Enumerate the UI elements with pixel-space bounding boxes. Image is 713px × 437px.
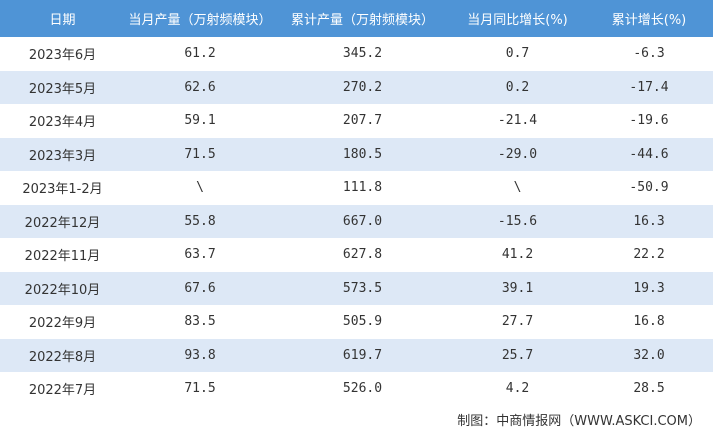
value-cell: 83.5 [184, 314, 216, 330]
value-cell: 4.2 [505, 381, 530, 397]
value-cell: 16.3 [585, 204, 713, 238]
value-cell: 93.8 [125, 338, 275, 372]
date-cell: 2022年11月 [24, 249, 101, 265]
date-cell: 2022年9月 [28, 316, 97, 332]
date-cell: 2022年7月 [28, 383, 97, 399]
value-cell: 573.5 [275, 271, 450, 305]
date-cell: 2022年10月 [0, 271, 125, 305]
value-cell: -6.3 [633, 46, 665, 62]
table-row: 2022年12月 55.8 667.0 -15.6 16.3 [0, 204, 713, 238]
table-row: 2023年6月 61.2 345.2 0.7 -6.3 [0, 37, 713, 71]
header-cell: 当月同比增长(%) [450, 0, 585, 37]
header-cell: 日期 [0, 0, 125, 37]
table-row: 2022年7月 71.5 526.0 4.2 28.5 [0, 372, 713, 406]
value-cell: 180.5 [275, 137, 450, 171]
value-cell: -15.6 [450, 204, 585, 238]
value-cell: 0.7 [505, 46, 530, 62]
table-row: 2023年3月 71.5 180.5 -29.0 -44.6 [0, 137, 713, 171]
table-row: 2022年11月 63.7 627.8 41.2 22.2 [0, 238, 713, 272]
value-cell: -29.0 [450, 137, 585, 171]
value-cell: 526.0 [342, 381, 383, 397]
table-body: 2023年6月 61.2 345.2 0.7 -6.3 2023年5月 62.6 270.2 0… [0, 37, 713, 406]
value-cell: 28.5 [633, 381, 665, 397]
value-cell: 55.8 [125, 204, 275, 238]
value-cell: \ [513, 180, 522, 196]
value-cell: 0.2 [450, 70, 585, 104]
value-cell: 207.7 [342, 113, 383, 129]
value-cell: 39.1 [450, 271, 585, 305]
header-cell: 当月产量（万射频模块） [125, 0, 275, 37]
value-cell: 345.2 [342, 46, 383, 62]
table-row: 2022年10月 67.6 573.5 39.1 19.3 [0, 271, 713, 305]
table-row: 2022年9月 83.5 505.9 27.7 16.8 [0, 305, 713, 339]
value-cell: 667.0 [275, 204, 450, 238]
value-cell: 67.6 [125, 271, 275, 305]
date-cell: 2023年6月 [28, 48, 97, 64]
value-cell: 25.7 [450, 338, 585, 372]
value-cell: 505.9 [342, 314, 383, 330]
value-cell: 22.2 [633, 247, 665, 263]
value-cell: 61.2 [184, 46, 216, 62]
value-cell: 627.8 [342, 247, 383, 263]
value-cell: 619.7 [275, 338, 450, 372]
value-cell: 59.1 [184, 113, 216, 129]
value-cell: 63.7 [184, 247, 216, 263]
data-table: 日期 当月产量（万射频模块） 累计产量（万射频模块） 当月同比增长(%) 累计增长(%)… [0, 0, 713, 406]
value-cell: \ [196, 180, 204, 196]
table-row: 2023年4月 59.1 207.7 -21.4 -19.6 [0, 104, 713, 138]
value-cell: 16.8 [633, 314, 665, 330]
value-cell: 71.5 [125, 137, 275, 171]
value-cell: -19.6 [629, 113, 669, 129]
value-cell: 19.3 [585, 271, 713, 305]
table-row: 2022年8月 93.8 619.7 25.7 32.0 [0, 338, 713, 372]
date-cell: 2023年5月 [0, 70, 125, 104]
value-cell: 71.5 [184, 381, 216, 397]
value-cell: -50.9 [629, 180, 669, 196]
value-cell: 27.7 [501, 314, 534, 330]
date-cell: 2022年8月 [0, 338, 125, 372]
source-note: 制图：中商情报网（WWW.ASKCI.COM） [457, 414, 701, 429]
date-cell: 2022年12月 [0, 204, 125, 238]
header-cell: 累计产量（万射频模块） [275, 0, 450, 37]
date-cell: 2023年4月 [28, 115, 97, 131]
date-cell: 2023年1-2月 [22, 182, 103, 198]
value-cell: 62.6 [125, 70, 275, 104]
value-cell: -44.6 [585, 137, 713, 171]
value-cell: 32.0 [585, 338, 713, 372]
value-cell: -17.4 [585, 70, 713, 104]
header-row: 日期 当月产量（万射频模块） 累计产量（万射频模块） 当月同比增长(%) 累计增长(%) [0, 0, 713, 37]
value-cell: -21.4 [497, 113, 538, 129]
date-cell: 2023年3月 [0, 137, 125, 171]
table-row: 2023年5月 62.6 270.2 0.2 -17.4 [0, 70, 713, 104]
value-cell: 111.8 [342, 180, 383, 196]
table-row: 2023年1-2月 \ 111.8 \ -50.9 [0, 171, 713, 205]
value-cell: 270.2 [275, 70, 450, 104]
value-cell: 41.2 [501, 247, 534, 263]
header-cell: 累计增长(%) [585, 0, 713, 37]
